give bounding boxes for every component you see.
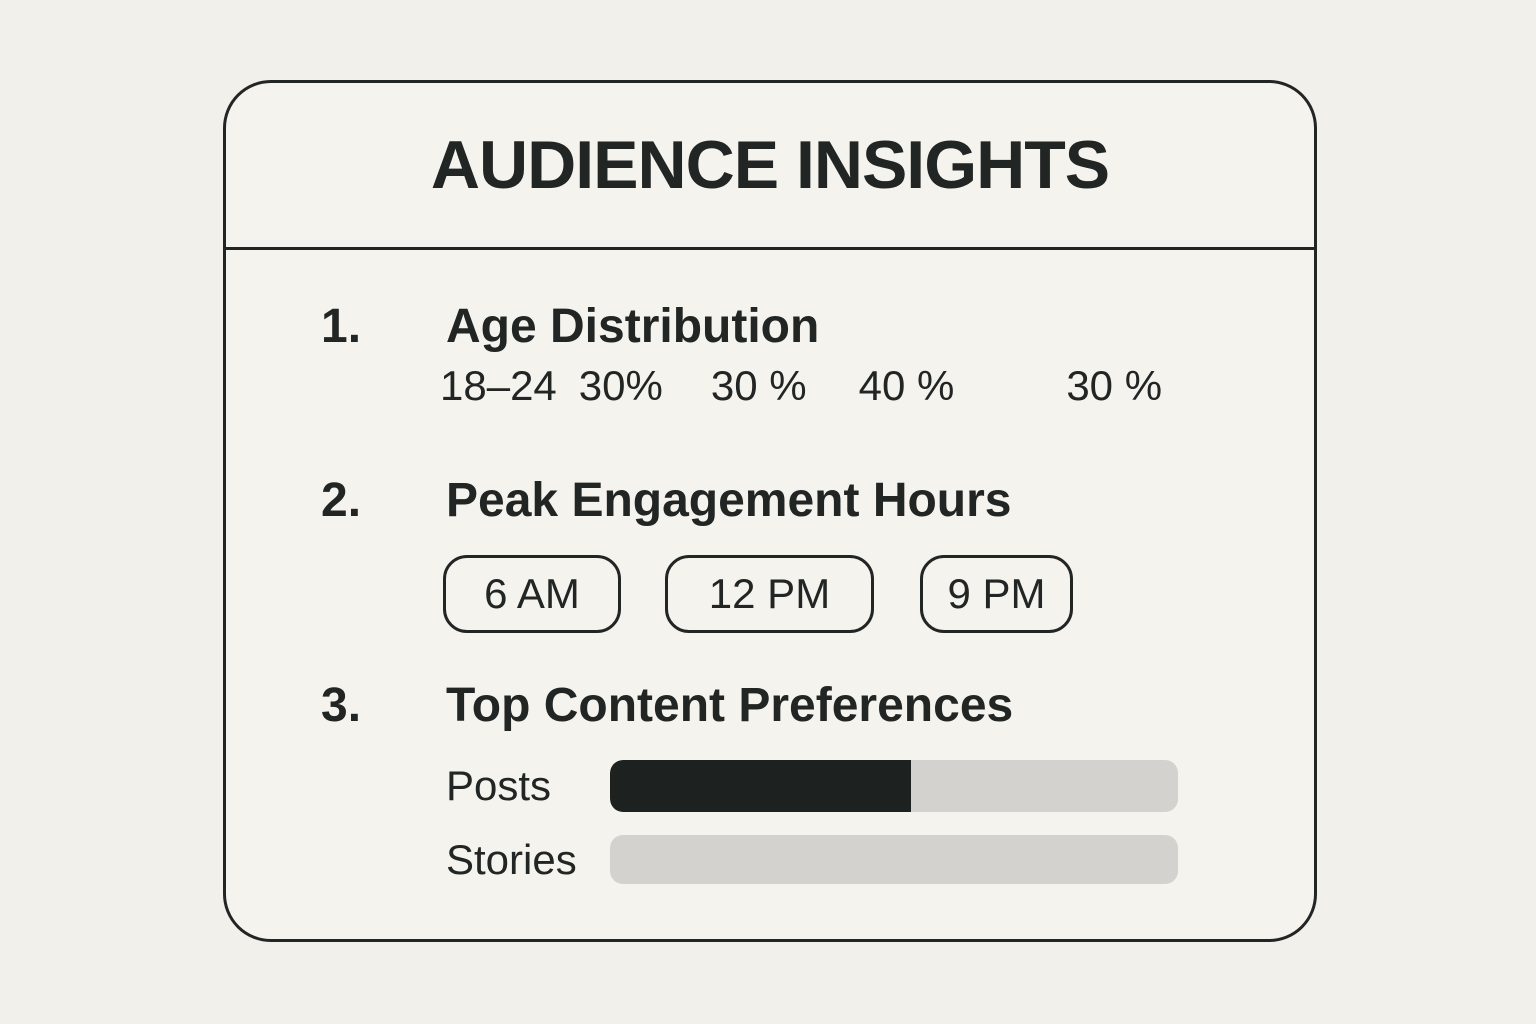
- age-distribution-values: 18–24 30% 30 % 40 % 30 %: [440, 365, 1162, 407]
- hour-pill-12pm[interactable]: 12 PM: [665, 555, 874, 633]
- posts-progress-bar: [610, 760, 1178, 812]
- posts-progress-fill: [610, 760, 912, 812]
- age-percent-value: 30 %: [710, 362, 807, 409]
- hour-pill-6am[interactable]: 6 AM: [443, 555, 621, 633]
- card-title: AUDIENCE INSIGHTS: [430, 127, 1110, 203]
- section-number-hours: 2.: [321, 474, 362, 527]
- stories-progress-bar: [610, 835, 1178, 884]
- stories-label: Stories: [446, 835, 577, 883]
- section-number-content: 3.: [321, 679, 362, 732]
- age-percent-value: 30%: [578, 362, 663, 409]
- section-heading-peak-engagement-hours: Peak Engagement Hours: [446, 474, 1012, 527]
- card-header: AUDIENCE INSIGHTS: [226, 83, 1314, 250]
- age-percent-value: 40 %: [858, 362, 955, 409]
- age-percent-value: 30 %: [1066, 362, 1163, 409]
- audience-insights-card: AUDIENCE INSIGHTS 1. Age Distribution 18…: [223, 80, 1317, 942]
- posts-label: Posts: [446, 762, 552, 809]
- stories-preference-row: Stories: [446, 835, 1178, 884]
- section-heading-age-distribution: Age Distribution: [446, 300, 820, 353]
- age-range-label: 18–24: [440, 362, 557, 409]
- section-number-age: 1.: [321, 300, 362, 353]
- peak-hours-pill-group: 6 AM 12 PM 9 PM: [443, 555, 1073, 633]
- hour-pill-9pm[interactable]: 9 PM: [920, 555, 1073, 633]
- posts-preference-row: Posts: [446, 760, 1178, 812]
- section-heading-top-content-preferences: Top Content Preferences: [446, 679, 1014, 732]
